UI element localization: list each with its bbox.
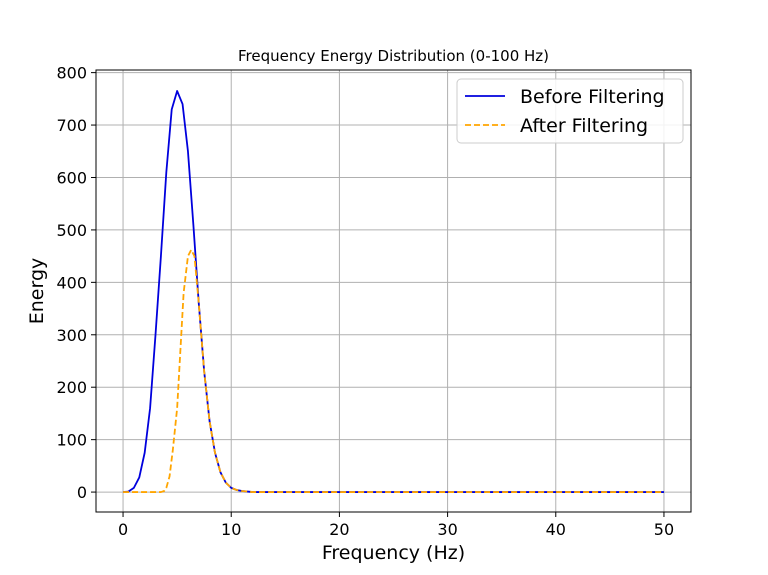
- legend-box: [456, 78, 684, 144]
- x-tick-label: 20: [329, 520, 349, 539]
- y-tick-label: 500: [56, 221, 87, 240]
- y-tick-label: 0: [77, 483, 87, 502]
- y-tick-label: 200: [56, 378, 87, 397]
- y-tick-label: 300: [56, 326, 87, 345]
- x-tick-label: 0: [118, 520, 128, 539]
- series-group: [122, 90, 664, 493]
- y-tick-label: 400: [56, 273, 87, 292]
- legend: Before Filtering After Filtering: [456, 78, 684, 144]
- y-axis-label: Energy: [26, 258, 48, 325]
- chart-title: Frequency Energy Distribution (0-100 Hz): [238, 47, 549, 65]
- plot-frame: [95, 69, 692, 513]
- grid: [96, 70, 691, 512]
- series-line-after-filtering: [123, 248, 664, 493]
- x-tick-label: 40: [546, 520, 566, 539]
- x-tick-label: 50: [654, 520, 674, 539]
- y-tick-label: 700: [56, 116, 87, 135]
- x-tick-label: 10: [221, 520, 241, 539]
- legend-label-after-filtering: After Filtering: [520, 115, 648, 137]
- y-tick-label: 800: [56, 64, 87, 83]
- legend-label-before-filtering: Before Filtering: [520, 86, 665, 108]
- x-axis-label: Frequency (Hz): [322, 542, 465, 564]
- y-tick-label: 600: [56, 168, 87, 187]
- x-tick-label: 30: [437, 520, 457, 539]
- y-tick-label: 100: [56, 431, 87, 450]
